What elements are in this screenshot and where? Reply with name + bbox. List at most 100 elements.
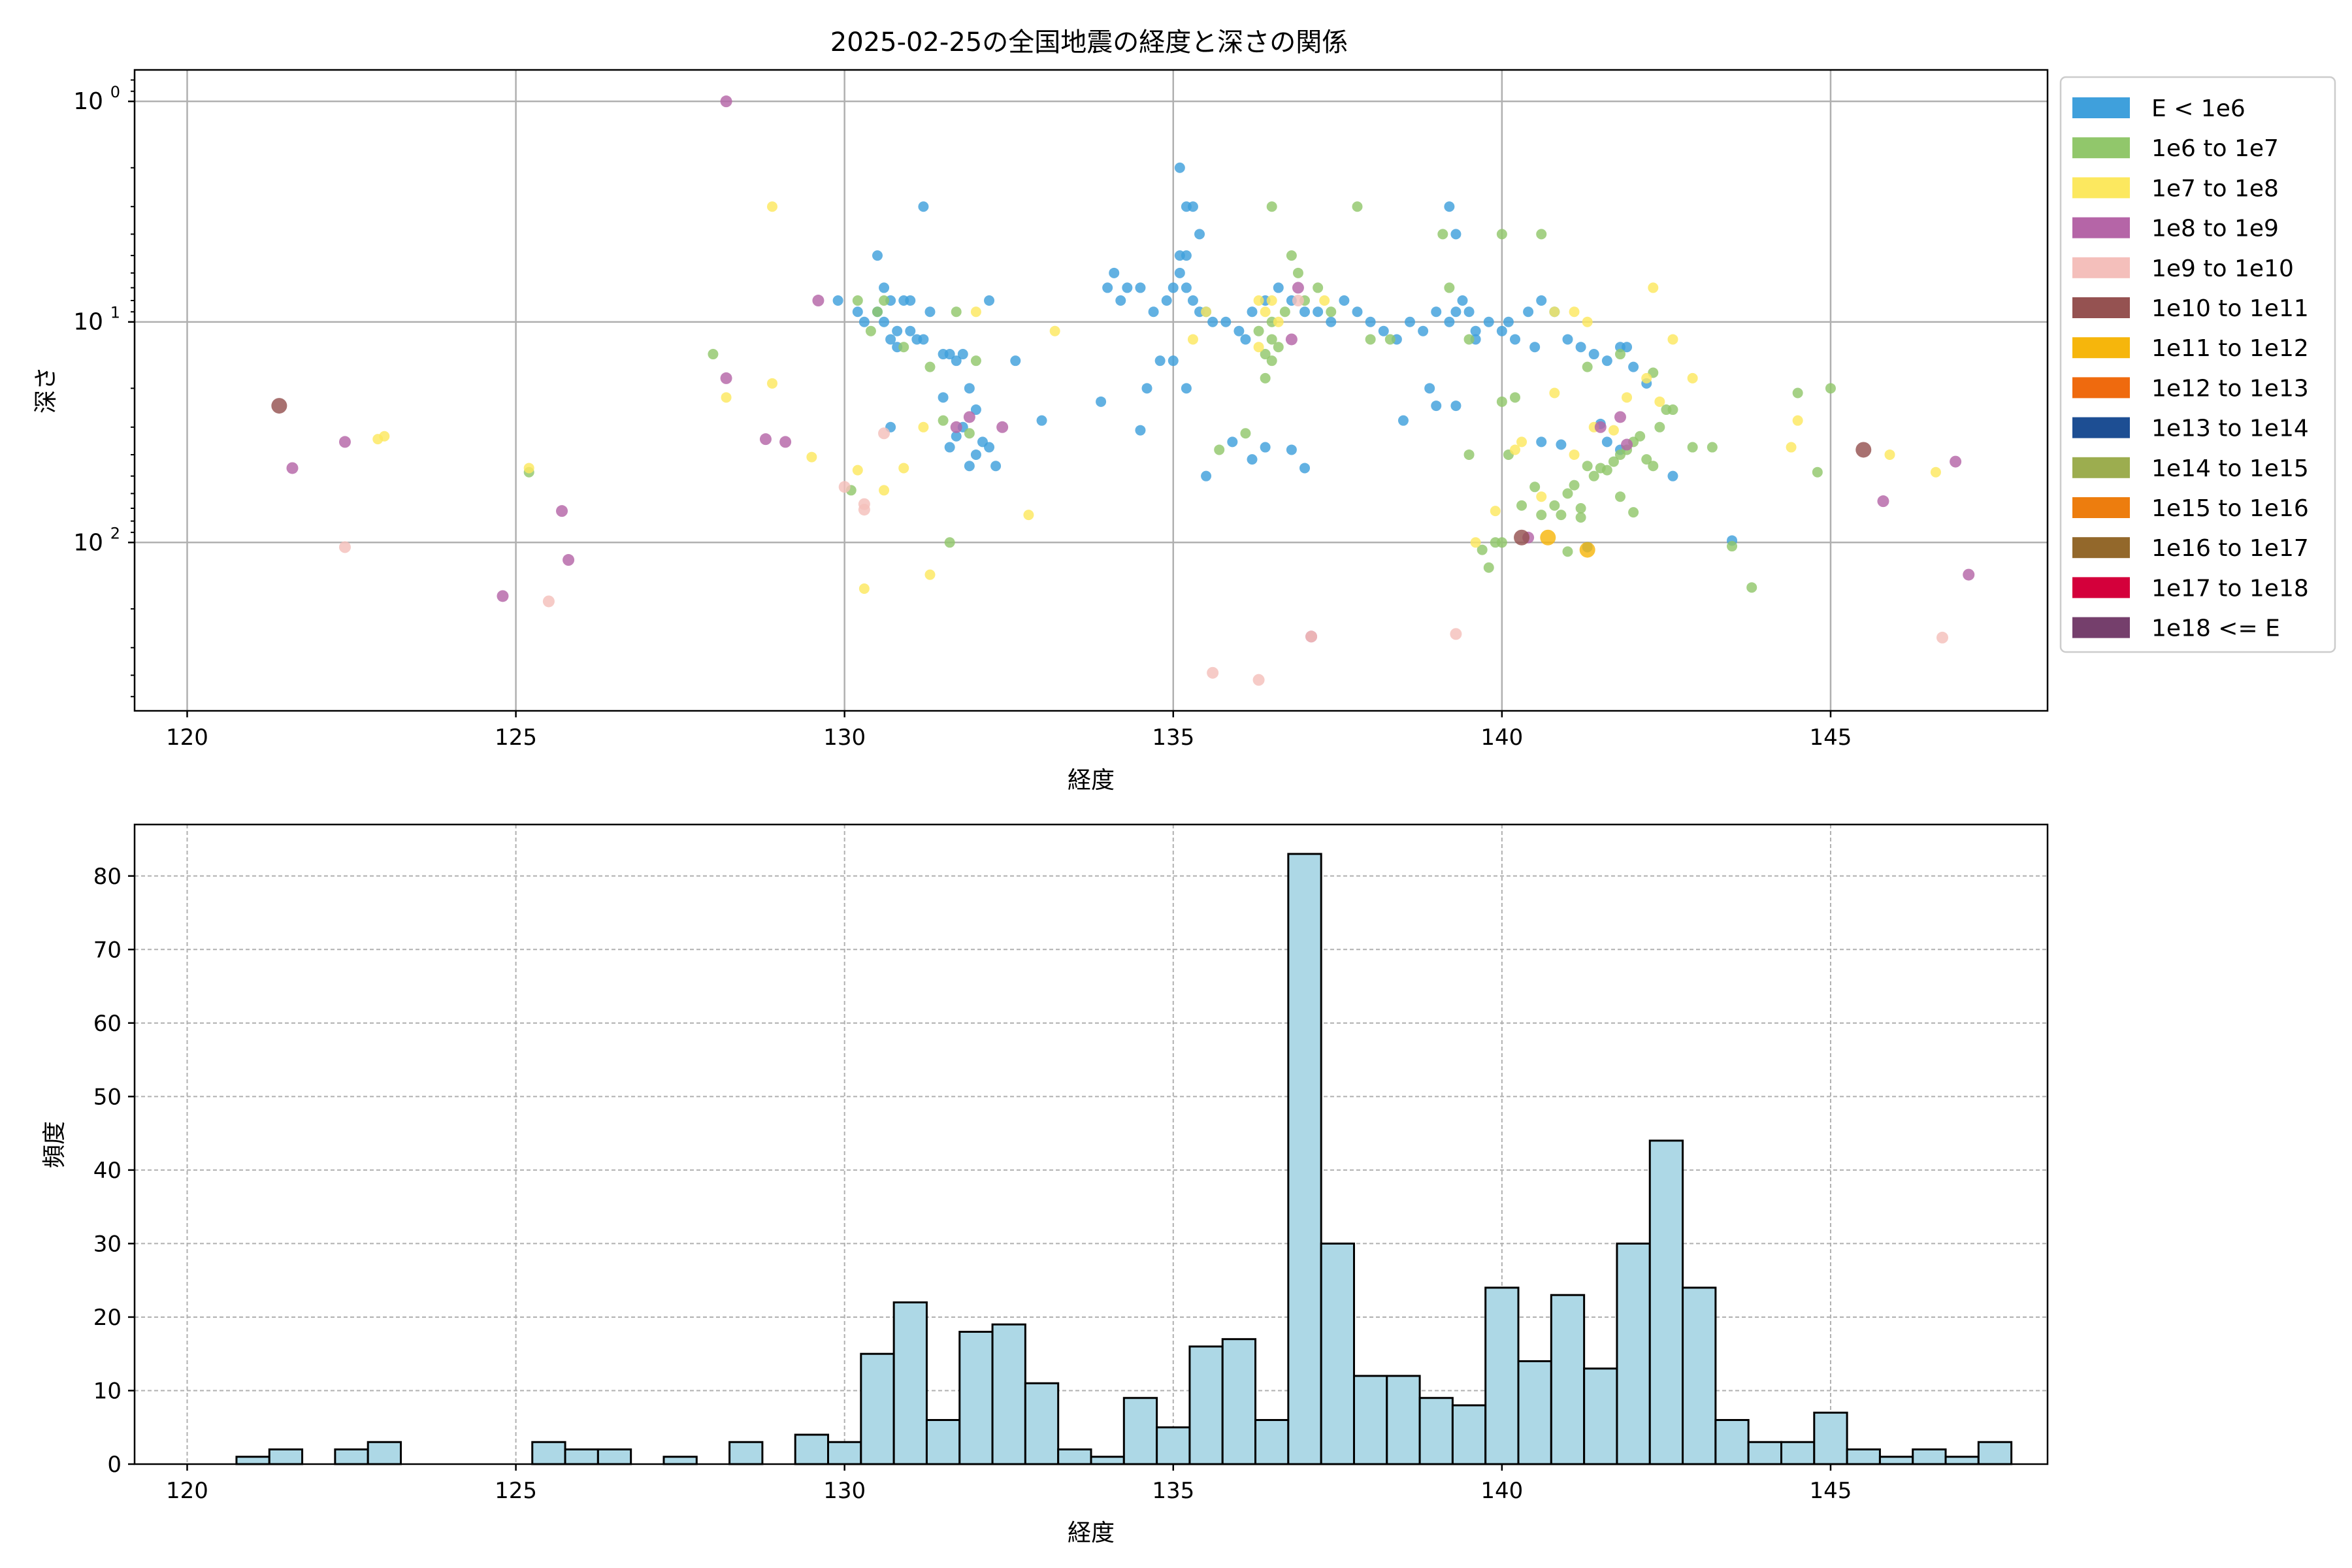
scatter-point <box>542 595 555 608</box>
legend-swatch <box>2072 257 2130 278</box>
scatter-point <box>858 583 870 595</box>
scatter-point <box>1424 383 1435 394</box>
scatter-point <box>1496 229 1507 240</box>
histogram-y-tick-label: 20 <box>93 1305 122 1331</box>
scatter-point <box>1437 229 1448 240</box>
scatter-point <box>1529 342 1541 353</box>
legend-swatch <box>2072 177 2130 199</box>
scatter-point <box>951 306 962 318</box>
scatter-x-tick-label: 135 <box>1152 725 1194 751</box>
scatter-point <box>1450 400 1462 412</box>
scatter-point <box>759 433 772 446</box>
scatter-point <box>1148 306 1159 318</box>
scatter-point <box>1174 162 1185 173</box>
histogram-bar <box>1024 1382 1060 1465</box>
scatter-point <box>1319 295 1330 306</box>
histogram-bar <box>1648 1139 1684 1465</box>
legend-label: 1e13 to 1e14 <box>2151 416 2309 442</box>
scatter-x-tick-label: 140 <box>1480 725 1523 751</box>
scatter-point <box>721 392 732 403</box>
histogram-bar <box>1977 1441 2013 1465</box>
scatter-x-ticks: 120 125 130 135 140 145 <box>166 711 1852 751</box>
histogram-bar <box>1156 1426 1191 1465</box>
legend-label: 1e16 to 1e17 <box>2151 535 2309 562</box>
scatter-point <box>1253 325 1264 336</box>
scatter-point <box>1569 480 1580 491</box>
scatter-point <box>964 461 975 472</box>
scatter-point <box>1556 510 1567 521</box>
scatter-point <box>1201 470 1212 482</box>
histogram-bar <box>367 1441 402 1465</box>
scatter-point <box>1628 361 1639 372</box>
histogram-bar <box>892 1301 928 1465</box>
legend-label: 1e17 to 1e18 <box>2151 575 2309 602</box>
histogram-bar <box>1057 1448 1092 1465</box>
scatter-y-tick-label: 10 <box>73 309 103 336</box>
scatter-point <box>1102 282 1113 293</box>
scatter-point <box>1266 334 1277 345</box>
scatter-point <box>1450 229 1462 240</box>
scatter-point <box>1207 316 1218 327</box>
scatter-point <box>1227 436 1238 448</box>
scatter-point <box>1285 333 1298 346</box>
histogram-bar <box>531 1441 566 1465</box>
legend-label: 1e7 to 1e8 <box>2151 175 2279 202</box>
histogram-bar <box>1813 1411 1848 1465</box>
scatter-plot: 120 125 130 135 140 145 10 0 10 1 10 2 経度 深さ <box>33 69 2049 794</box>
scatter-point <box>1496 325 1507 336</box>
legend-swatch <box>2072 537 2130 559</box>
histogram-bar <box>728 1441 764 1465</box>
scatter-point <box>1529 482 1541 493</box>
scatter-point <box>1049 325 1060 336</box>
scatter-point <box>1930 466 1941 478</box>
scatter-point <box>1936 631 1949 644</box>
histogram-bar <box>596 1448 632 1465</box>
scatter-point <box>944 349 955 360</box>
scatter-point <box>1648 461 1659 472</box>
scatter-point <box>1260 372 1271 384</box>
scatter-point <box>1010 355 1021 367</box>
histogram-x-tick-label: 140 <box>1480 1478 1523 1504</box>
scatter-point <box>1622 392 1633 403</box>
legend-swatch <box>2072 297 2130 318</box>
legend-swatch <box>2072 137 2130 159</box>
scatter-point <box>1536 491 1547 502</box>
scatter-point <box>1260 442 1271 453</box>
scatter-point <box>286 462 299 474</box>
scatter-point <box>1194 229 1205 240</box>
legend-swatch <box>2072 217 2130 238</box>
scatter-point <box>1457 295 1468 306</box>
scatter-point <box>970 355 981 367</box>
scatter-point <box>1562 546 1573 557</box>
scatter-point <box>1582 361 1593 372</box>
scatter-point <box>892 325 903 336</box>
scatter-point <box>1556 439 1567 450</box>
scatter-point <box>1135 425 1146 436</box>
scatter-point <box>1608 456 1619 467</box>
histogram-x-tick-label: 130 <box>823 1478 866 1504</box>
scatter-point <box>858 316 870 327</box>
scatter-point <box>858 498 870 510</box>
legend-items: E < 1e6 1e6 to 1e7 1e7 to 1e8 1e8 to 1e9 1e9… <box>2072 95 2309 642</box>
scatter-point <box>1509 444 1520 455</box>
histogram-bar <box>1747 1441 1782 1465</box>
scatter-point <box>1594 421 1607 433</box>
histogram-y-tick-label: 60 <box>93 1011 122 1037</box>
histogram-bar <box>662 1456 698 1465</box>
histogram-bar <box>268 1448 304 1465</box>
scatter-point <box>1601 436 1612 448</box>
histogram-bar <box>1352 1375 1388 1465</box>
scatter-point <box>1582 316 1593 327</box>
scatter-point <box>872 250 883 261</box>
legend-frame <box>2059 76 2336 653</box>
histogram-bar <box>1484 1286 1520 1465</box>
scatter-point <box>879 316 890 327</box>
scatter-y-tick-label: 10 <box>73 529 103 556</box>
scatter-point <box>806 451 817 463</box>
scatter-point <box>1444 282 1455 293</box>
scatter-point <box>1549 500 1560 511</box>
scatter-point <box>1621 438 1633 451</box>
scatter-point <box>708 349 719 360</box>
scatter-point <box>1812 466 1823 478</box>
scatter-point <box>1444 201 1455 212</box>
